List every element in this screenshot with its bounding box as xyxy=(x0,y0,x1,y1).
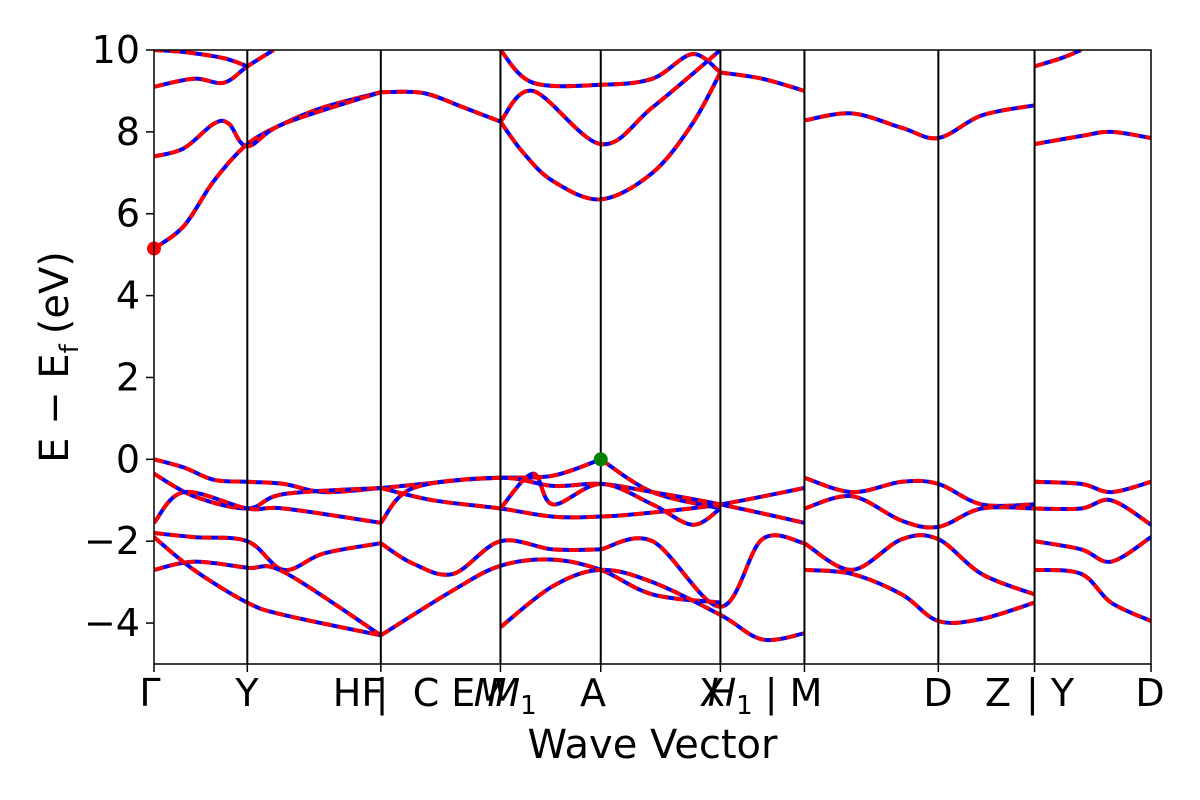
band-line-red-33 xyxy=(1034,567,1151,623)
x-axis-label: Wave Vector xyxy=(528,722,779,768)
band-line-blue-29 xyxy=(499,567,805,643)
band-line-red-22 xyxy=(1034,497,1151,527)
band-line-red-19 xyxy=(803,475,1035,508)
band-line-red-17 xyxy=(154,489,382,525)
band-line-blue-20 xyxy=(803,494,1035,530)
band-line-red-23 xyxy=(154,531,382,572)
y-axis-label-main: E − E xyxy=(32,353,78,463)
y-axis-label-sub: f xyxy=(55,343,85,353)
y-tick-label: −2 xyxy=(84,519,140,563)
band-line-blue-28 xyxy=(154,535,382,638)
x-tick-label: | xyxy=(376,671,389,716)
band-line-red-28 xyxy=(154,535,382,638)
vbm-marker xyxy=(593,452,608,467)
extrema-markers xyxy=(147,241,608,467)
x-tick-label: X xyxy=(699,671,725,715)
band-line-red-2 xyxy=(154,90,382,159)
y-tick-label: 10 xyxy=(92,28,140,72)
x-tick-label: Γ xyxy=(139,671,160,715)
band-line-red-29 xyxy=(499,567,805,643)
x-tick-label: | Y xyxy=(1026,671,1075,716)
band-line-red-25 xyxy=(600,533,805,609)
band-line-red-32 xyxy=(1034,535,1151,564)
x-tick-label: H1 | M xyxy=(708,671,823,721)
x-tick-label: C E xyxy=(413,671,476,715)
plot-frame xyxy=(153,49,1152,665)
band-line-blue-1 xyxy=(380,89,502,124)
band-line-red-26 xyxy=(154,559,382,637)
band-line-red-24 xyxy=(379,538,601,577)
band-line-red-8 xyxy=(1034,129,1151,147)
y-axis-ticks: −4 −2 0 2 4 6 8 10 xyxy=(84,28,154,645)
bands-layer xyxy=(154,50,1151,643)
x-tick-label: D xyxy=(923,671,952,715)
band-line-red-0 xyxy=(154,90,382,251)
x-tick-label: HF xyxy=(333,671,383,715)
band-line-red-30 xyxy=(803,533,1036,597)
band-line-red-1 xyxy=(380,89,502,124)
y-tick-label: 8 xyxy=(116,110,140,154)
y-tick-label: 4 xyxy=(116,274,140,318)
band-line-red-4 xyxy=(498,50,722,89)
band-line-red-9 xyxy=(154,50,275,89)
band-line-red-10 xyxy=(154,50,249,69)
y-axis-label-unit: (eV) xyxy=(32,251,78,334)
kpoint-divider-lines xyxy=(246,50,1036,664)
band-line-red-11 xyxy=(1033,50,1082,69)
band-line-blue-26 xyxy=(154,559,382,637)
band-line-red-20 xyxy=(803,494,1035,530)
y-tick-label: 0 xyxy=(116,437,140,481)
y-axis-label: E − Ef (eV) xyxy=(32,251,85,463)
band-line-red-21 xyxy=(1034,479,1151,495)
band-line-red-27 xyxy=(379,557,721,637)
y-tick-label: 6 xyxy=(116,192,140,236)
band-line-blue-10 xyxy=(154,50,249,69)
x-tick-label: Z xyxy=(985,671,1011,715)
band-line-red-31 xyxy=(804,567,1036,625)
y-tick-label: −4 xyxy=(84,601,140,645)
band-line-red-7 xyxy=(804,103,1035,141)
y-tick-label: 2 xyxy=(116,355,140,399)
x-tick-label: Y xyxy=(234,671,259,715)
x-tick-label: A xyxy=(580,671,606,715)
x-tick-label: M1 xyxy=(487,671,536,721)
x-tick-label: D xyxy=(1135,671,1164,715)
band-line-blue-0 xyxy=(154,90,382,251)
band-line-red-6 xyxy=(720,70,805,93)
band-line-red-18 xyxy=(498,471,722,527)
x-tick-label: M xyxy=(474,671,507,715)
